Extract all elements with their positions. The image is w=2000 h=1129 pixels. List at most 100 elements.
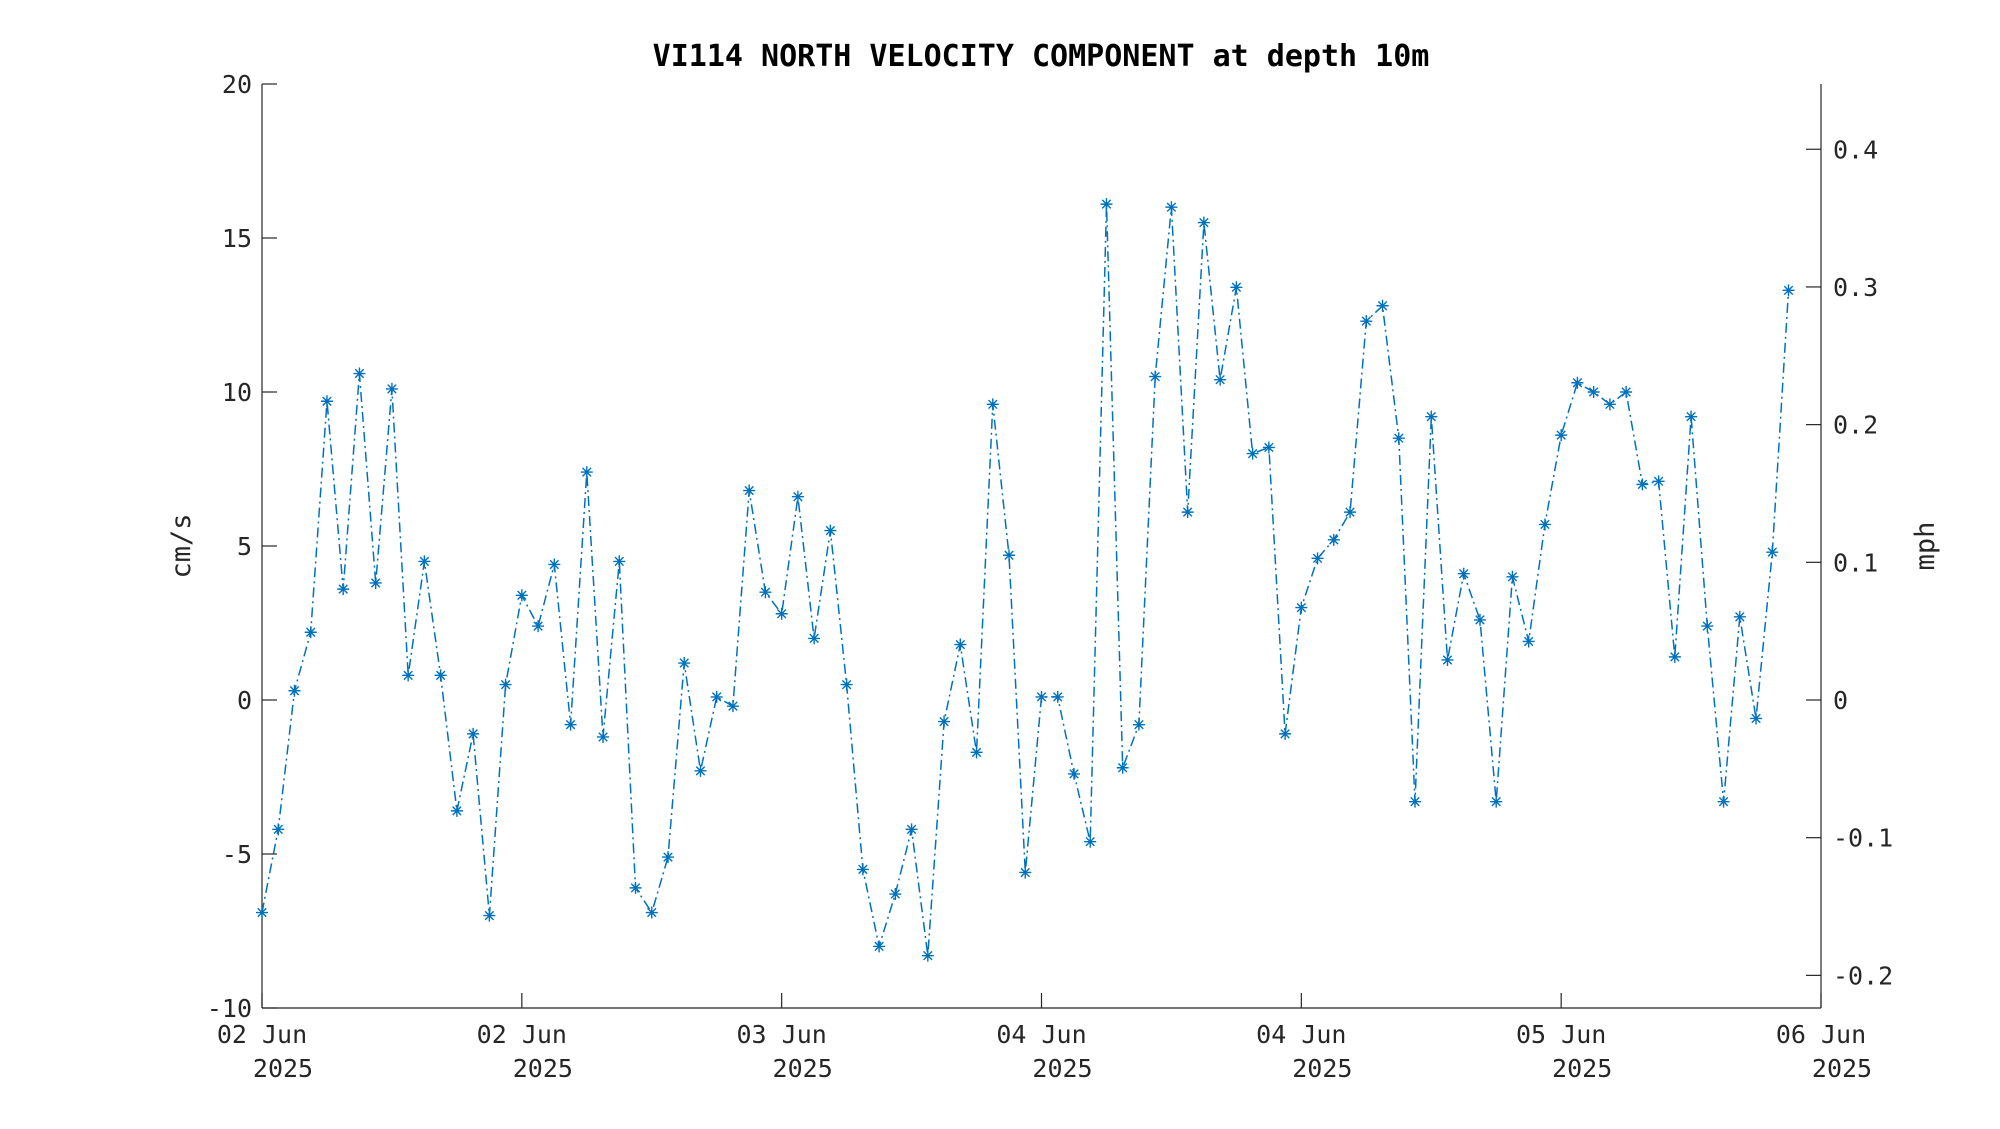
data-point [369,576,382,589]
x-tick-label-date: 05 Jun [1516,1020,1606,1049]
y2-tick-label: 0.3 [1833,273,1878,302]
data-point [580,466,593,479]
data-point [1490,795,1503,808]
data-point [256,906,268,919]
y2-tick-label: 0.1 [1833,548,1878,577]
x-tick-label-date: 02 Jun [477,1020,567,1049]
y-axis-label: cm/s [166,513,197,578]
data-point [1344,506,1357,519]
data-point [759,586,772,599]
data-point [1506,570,1519,583]
data-point [288,684,301,697]
data-point [1132,718,1145,731]
data-point [905,823,918,836]
data-point [1246,447,1259,460]
data-point [1409,795,1422,808]
data-point [353,367,366,380]
data-point [1392,432,1405,445]
data-point [434,669,447,682]
y2-tick-label: 0.2 [1833,411,1878,440]
data-point [1425,410,1438,423]
data-point [1149,370,1162,383]
data-point [272,823,285,836]
data-point [1311,552,1324,565]
data-point [1327,533,1340,546]
x-tick-label-year: 2025 [1032,1054,1092,1083]
data-point [597,730,610,743]
data-point [1620,386,1633,398]
y2-axis-label: mph [1910,522,1941,571]
data-point [1084,835,1097,848]
data-point [515,589,528,602]
x-tick-label-year: 2025 [773,1054,833,1083]
data-point [1165,201,1178,214]
data-point [402,669,415,682]
data-point [1181,506,1194,519]
data-point [824,524,837,537]
data-point [1750,712,1763,725]
data-point [1587,386,1600,398]
y2-tick-label: 0 [1833,686,1848,715]
data-point [1603,398,1616,411]
y-tick-label: -5 [222,840,252,869]
data-point [1571,376,1584,389]
y-tick-label: 20 [222,70,252,99]
data-point [1441,653,1454,666]
data-point [1555,429,1568,442]
data-point [1067,767,1080,780]
data-point [548,558,561,571]
data-point [970,746,983,759]
data-point [1035,690,1048,703]
data-point [1262,441,1275,454]
data-point [791,490,804,503]
x-tick-label-year: 2025 [1552,1054,1612,1083]
data-point [304,626,317,639]
data-point [1376,299,1389,312]
data-point [1473,613,1486,626]
x-tick-label-date: 02 Jun [217,1020,307,1049]
data-point [1766,546,1779,559]
data-point [856,863,869,876]
chart-title: VI114 NORTH VELOCITY COMPONENT at depth … [653,39,1430,74]
data-point [1360,315,1373,328]
data-point [645,906,658,919]
data-point [743,484,756,497]
data-point [532,620,545,633]
data-point [726,700,739,713]
x-tick-label-year: 2025 [1292,1054,1352,1083]
data-point [1003,549,1016,562]
data-point [1214,373,1227,386]
x-tick-label-year: 2025 [513,1054,573,1083]
data-point [889,888,902,901]
data-point [1685,410,1698,423]
data-point [1522,635,1535,648]
data-point [1230,281,1243,294]
data-point [1668,650,1681,663]
data-point [450,804,463,817]
data-point [320,395,333,408]
data-point [467,727,480,740]
data-point [1051,690,1064,703]
data-point [954,638,967,651]
data-point [1652,475,1665,488]
data-point [775,607,788,620]
data-point [661,851,674,864]
data-point [1100,198,1113,211]
data-point [1717,795,1730,808]
x-tick-label-year: 2025 [1812,1054,1872,1083]
data-point [499,678,512,691]
data-point [418,555,431,568]
data-point [1636,478,1649,491]
x-tick-label-date: 06 Jun [1776,1020,1866,1049]
series-line [261,204,1790,956]
data-point [1295,601,1308,614]
y2-tick-label: 0.4 [1833,135,1878,164]
data-point [1457,567,1470,580]
data-point [1279,727,1292,740]
data-point [1116,761,1129,774]
data-point [1019,866,1032,879]
data-point [1538,518,1551,531]
x-tick-label-date: 04 Jun [996,1020,1086,1049]
